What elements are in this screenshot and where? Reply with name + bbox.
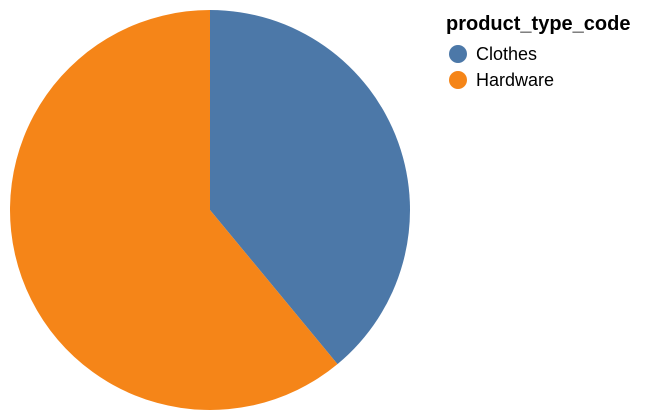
pie-slices <box>9 10 410 410</box>
pie-slice-hardware <box>9 10 338 410</box>
legend: product_type_code Clothes Hardware <box>446 13 630 90</box>
legend-swatch-clothes <box>449 45 467 63</box>
pie-slice-clothes <box>210 10 410 365</box>
legend-swatch-hardware <box>449 71 467 89</box>
legend-entries: Clothes Hardware <box>449 44 554 90</box>
legend-title: product_type_code <box>446 13 630 35</box>
legend-label-hardware: Hardware <box>476 70 554 90</box>
legend-label-clothes: Clothes <box>476 44 537 64</box>
